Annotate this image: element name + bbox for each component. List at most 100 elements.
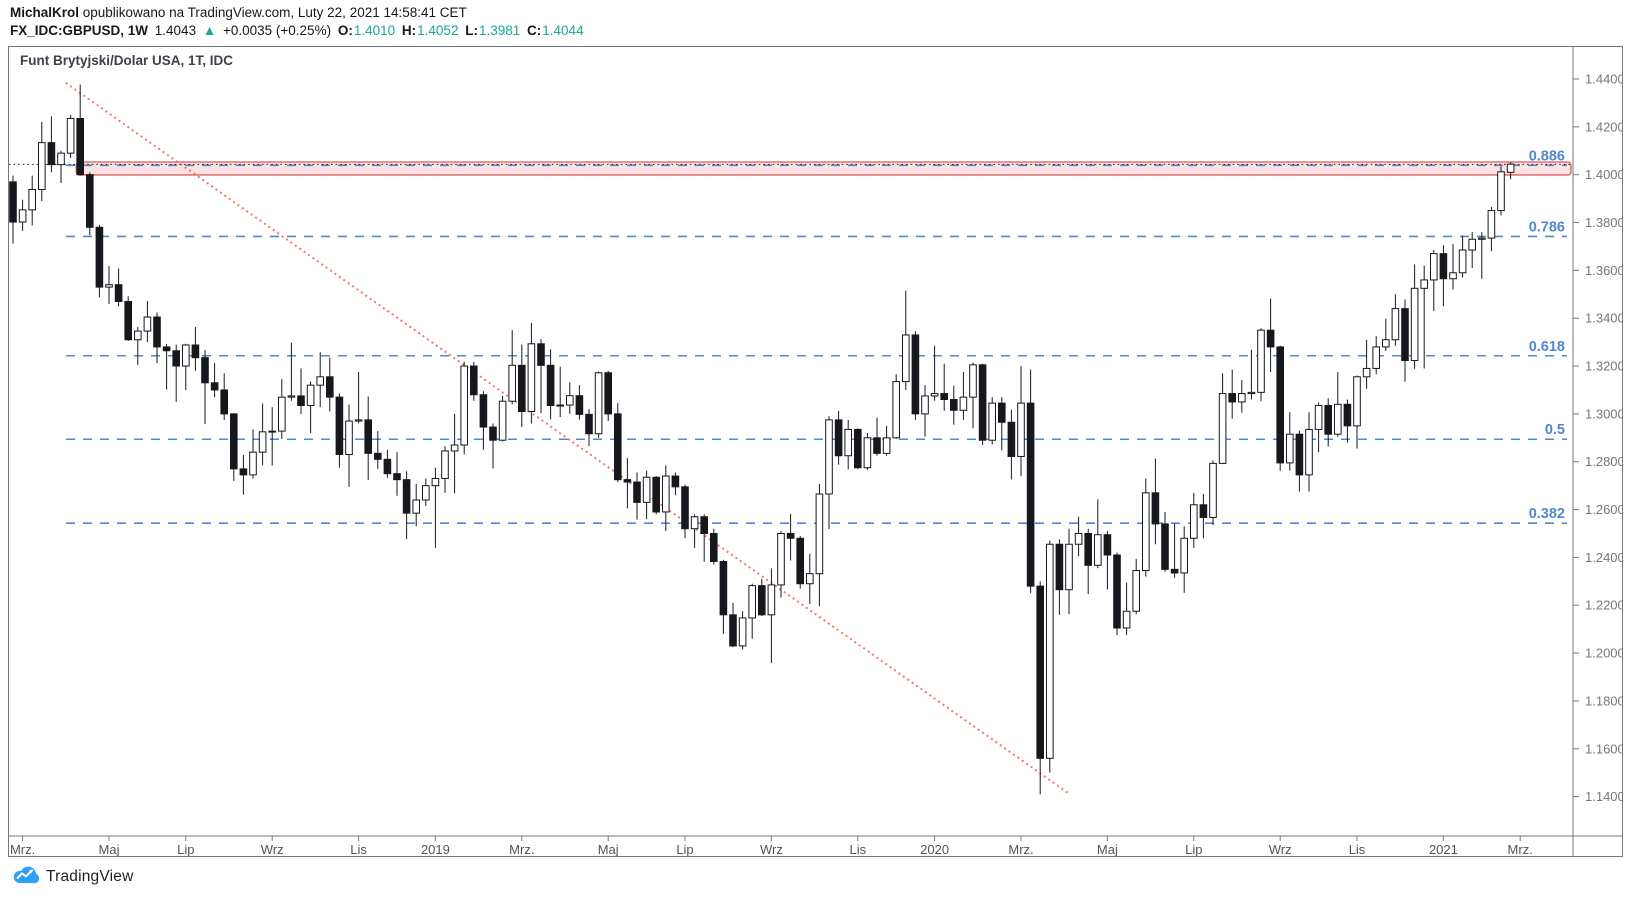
candle[interactable] (834, 411, 843, 465)
candle[interactable] (1228, 369, 1237, 419)
candle[interactable] (66, 114, 75, 158)
candle[interactable] (38, 122, 46, 201)
candle[interactable] (796, 535, 805, 589)
candle[interactable] (594, 371, 603, 438)
candle[interactable] (105, 266, 113, 304)
candlestick-chart[interactable]: 0.886 0.786 0.618 0.5 0.382 1.4400 1.4200 1.400… (9, 47, 1622, 856)
candle[interactable] (854, 428, 862, 469)
candle[interactable] (969, 362, 977, 429)
candle[interactable] (1497, 166, 1505, 216)
candle[interactable] (326, 357, 334, 412)
candle[interactable] (1353, 375, 1361, 449)
candle[interactable] (1295, 430, 1304, 492)
candle[interactable] (767, 568, 776, 664)
candle[interactable] (518, 344, 526, 428)
candle[interactable] (1084, 528, 1093, 595)
candle[interactable] (1151, 458, 1160, 545)
candle[interactable] (1007, 409, 1016, 480)
candle[interactable] (134, 327, 142, 366)
candle[interactable] (546, 349, 555, 420)
candle[interactable] (1382, 318, 1390, 351)
candle[interactable] (1324, 398, 1333, 447)
candle[interactable] (489, 423, 497, 469)
candle[interactable] (825, 416, 833, 530)
candle[interactable] (191, 327, 200, 371)
candle[interactable] (508, 330, 516, 405)
candle[interactable] (1132, 558, 1141, 615)
resistance-zone[interactable] (75, 161, 1572, 176)
candle[interactable] (9, 175, 17, 244)
candle[interactable] (124, 296, 133, 341)
chart-panel[interactable]: Funt Brytyjski/Dolar USA, 1T, IDC 0.886 0… (8, 46, 1623, 857)
candle[interactable] (402, 471, 411, 539)
candle[interactable] (1439, 245, 1448, 307)
candle[interactable] (988, 397, 997, 445)
candle[interactable] (230, 413, 238, 481)
candle[interactable] (335, 393, 344, 468)
candle[interactable] (210, 362, 219, 398)
candle[interactable] (1122, 582, 1131, 635)
descending-trendline[interactable] (65, 82, 1070, 795)
candle[interactable] (86, 172, 94, 236)
candle[interactable] (1343, 399, 1352, 443)
candle[interactable] (1218, 373, 1227, 465)
candle[interactable] (162, 344, 171, 390)
candle[interactable] (710, 528, 718, 565)
candle[interactable] (431, 467, 440, 548)
candle[interactable] (182, 343, 190, 390)
candle[interactable] (76, 84, 85, 176)
candle[interactable] (1401, 299, 1409, 382)
candle[interactable] (1487, 206, 1496, 252)
candle[interactable] (556, 366, 565, 417)
candle[interactable] (47, 116, 56, 173)
candle[interactable] (662, 465, 670, 532)
time-scale[interactable]: Mrz. Maj Lip Wrz Lis 2019 Mrz. Maj Lip Wrz Lis 2020… (10, 836, 1533, 856)
candle[interactable] (1305, 412, 1313, 492)
candle[interactable] (873, 417, 881, 456)
candle[interactable] (719, 559, 728, 634)
candle[interactable] (374, 431, 382, 469)
candle[interactable] (1190, 492, 1198, 548)
candle[interactable] (633, 472, 641, 520)
candle[interactable] (1430, 250, 1438, 312)
candle[interactable] (806, 553, 814, 605)
candle[interactable] (1449, 244, 1457, 290)
candle[interactable] (777, 531, 785, 598)
candle[interactable] (671, 472, 680, 496)
candle[interactable] (1276, 345, 1285, 471)
candle[interactable] (681, 484, 689, 539)
tradingview-brand-text[interactable]: TradingView (46, 868, 134, 885)
candle[interactable] (1238, 379, 1246, 413)
candle[interactable] (786, 513, 795, 561)
candle[interactable] (450, 413, 459, 494)
candle[interactable] (911, 331, 920, 420)
candle[interactable] (1458, 235, 1467, 278)
candle[interactable] (201, 350, 209, 425)
candle[interactable] (153, 312, 161, 364)
candle[interactable] (652, 476, 661, 515)
tradingview-logo-icon[interactable] (12, 864, 40, 890)
candle[interactable] (143, 300, 152, 343)
candle[interactable] (1468, 232, 1477, 268)
candle[interactable] (297, 368, 305, 414)
candle[interactable] (1410, 264, 1419, 369)
candle[interactable] (1094, 499, 1102, 569)
candle[interactable] (1103, 531, 1112, 590)
candle[interactable] (940, 363, 949, 411)
candle[interactable] (604, 370, 613, 422)
candle[interactable] (998, 397, 1006, 451)
candle[interactable] (1142, 478, 1150, 577)
candle[interactable] (1247, 349, 1256, 400)
candle[interactable] (930, 345, 939, 401)
candle[interactable] (738, 611, 747, 650)
candle[interactable] (57, 150, 65, 184)
candle[interactable] (354, 372, 363, 424)
candle[interactable] (902, 290, 910, 390)
candle[interactable] (1199, 494, 1208, 539)
candle[interactable] (863, 433, 872, 471)
candle[interactable] (278, 379, 286, 440)
candle[interactable] (306, 381, 315, 434)
candle[interactable] (815, 483, 824, 607)
candle[interactable] (537, 339, 545, 414)
candle[interactable] (978, 363, 987, 445)
